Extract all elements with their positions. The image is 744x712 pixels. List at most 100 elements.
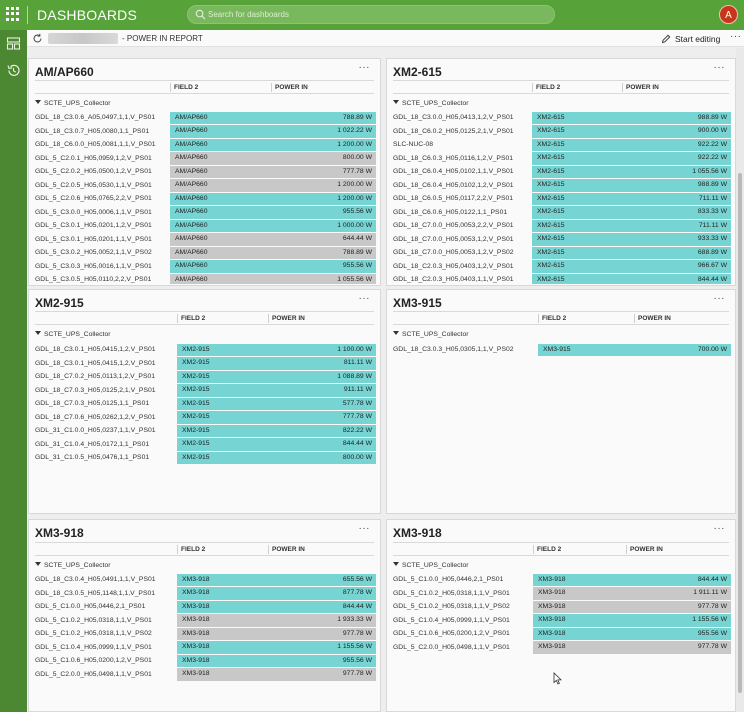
dashboard-icon[interactable] [6, 36, 21, 51]
column-header-field2[interactable]: FIELD 2 [536, 84, 561, 91]
table-row[interactable]: GDL_5_C2.0.0_H05,0498,1,1,V_PS01 XM3-918 9… [387, 641, 735, 655]
scrollbar-thumb[interactable] [738, 173, 742, 693]
table-row[interactable]: GDL_18_C2.0.3_H05,0403,1,2,V_PS01 XM2-615… [387, 260, 735, 274]
table-row[interactable]: GDL_18_C7.0.3_H05,0125,2,1,V_PS01 XM2-915… [29, 384, 380, 398]
tile-2[interactable]: XM2-915 ··· FIELD 2 POWER IN SCTE_UPS_Collec… [28, 289, 381, 514]
page-scrollbar[interactable] [736, 48, 744, 712]
refresh-icon[interactable] [32, 33, 43, 44]
tile-5[interactable]: XM3-918 ··· FIELD 2 POWER IN SCTE_UPS_Collec… [386, 519, 736, 712]
table-row[interactable]: GDL_5_C1.0.6_H05,0200,1,2,V_PS01 XM3-918 9… [387, 627, 735, 641]
table-row[interactable]: GDL_5_C3.0.1_H05,0201,1,1,V_PS01 AM/AP660… [29, 233, 380, 247]
table-row[interactable]: GDL_5_C3.0.3_H05,0016,1,1,V_PS01 AM/AP660… [29, 260, 380, 274]
group-row[interactable]: SCTE_UPS_Collector [393, 100, 468, 107]
table-row[interactable]: GDL_18_C6.0.5_H05,0117,2,2,V_PS01 XM2-615… [387, 192, 735, 206]
tile-more-icon[interactable]: ··· [713, 523, 725, 534]
group-row[interactable]: SCTE_UPS_Collector [35, 331, 110, 338]
table-row[interactable]: GDL_18_C6.0.6_H05,0122,1,1_PS01 XM2-615 83… [387, 206, 735, 220]
tile-4[interactable]: XM3-918 ··· FIELD 2 POWER IN SCTE_UPS_Collec… [28, 519, 381, 712]
row-label: GDL_5_C2.0.1_H05,0959,1,2,V_PS01 [35, 154, 152, 162]
table-row[interactable]: GDL_18_C3.0.6_A05,0497,1,1,V_PS01 AM/AP66… [29, 111, 380, 125]
collapse-triangle-icon[interactable] [393, 562, 399, 566]
table-row[interactable]: GDL_18_C3.0.0_H05,0413,1,2,V_PS01 XM2-615… [387, 111, 735, 125]
group-row[interactable]: SCTE_UPS_Collector [393, 562, 468, 569]
app-title[interactable]: DASHBOARDS [37, 7, 138, 23]
table-row[interactable]: GDL_5_C1.0.4_H05,0999,1,1,V_PS01 XM3-918 1… [387, 614, 735, 628]
tile-more-icon[interactable]: ··· [713, 293, 725, 304]
table-row[interactable]: GDL_18_C7.0.0_H05,0053,2,2,V_PS01 XM2-615… [387, 219, 735, 233]
group-row[interactable]: SCTE_UPS_Collector [35, 562, 110, 569]
table-row[interactable]: GDL_5_C2.0.6_H05,0765,2,2,V_PS01 AM/AP660… [29, 192, 380, 206]
collapse-triangle-icon[interactable] [393, 331, 399, 335]
table-row[interactable]: GDL_5_C3.0.2_H05,0052,1,1,V_PS02 AM/AP660… [29, 246, 380, 260]
table-row[interactable]: GDL_18_C7.0.0_H05,0053,1,2,V_PS01 XM2-615… [387, 233, 735, 247]
start-editing-button[interactable]: Start editing [661, 32, 720, 45]
table-row[interactable]: GDL_18_C3.0.3_H05,0305,1,1,V_PS02 XM3-915… [387, 343, 735, 357]
collapse-triangle-icon[interactable] [35, 100, 41, 104]
column-header-field2[interactable]: FIELD 2 [181, 546, 206, 553]
table-row[interactable]: GDL_5_C2.0.2_H05,0500,1,2,V_PS01 AM/AP660… [29, 165, 380, 179]
table-row[interactable]: GDL_5_C1.0.0_H05,0446,2,1_PS01 XM3-918 844… [29, 600, 380, 614]
column-header-field2[interactable]: FIELD 2 [542, 315, 567, 322]
table-row[interactable]: GDL_5_C2.0.1_H05,0959,1,2,V_PS01 AM/AP660… [29, 152, 380, 166]
table-row[interactable]: GDL_18_C3.0.1_H05,0415,1,2,V_PS01 XM2-915… [29, 343, 380, 357]
column-header-field2[interactable]: FIELD 2 [537, 546, 562, 553]
tile-0[interactable]: AM/AP660 ··· FIELD 2 POWER IN SCTE_UPS_Colle… [28, 58, 381, 286]
tile-3[interactable]: XM3-915 ··· FIELD 2 POWER IN SCTE_UPS_Collec… [386, 289, 736, 514]
table-row[interactable]: GDL_18_C7.0.0_H05,0053,1,2,V_PS02 XM2-615… [387, 246, 735, 260]
search-box[interactable] [187, 5, 555, 24]
table-row[interactable]: GDL_5_C1.0.2_H05,0318,1,1,V_PS01 XM3-918 1… [387, 587, 735, 601]
column-header-power-in[interactable]: POWER IN [638, 315, 671, 322]
collapse-triangle-icon[interactable] [35, 331, 41, 335]
table-row[interactable]: GDL_31_C1.0.0_H05,0237,1,1,V_PS01 XM2-915… [29, 424, 380, 438]
column-header-field2[interactable]: FIELD 2 [181, 315, 206, 322]
column-header-field2[interactable]: FIELD 2 [174, 84, 199, 91]
tile-more-icon[interactable]: ··· [713, 62, 725, 73]
group-row[interactable]: SCTE_UPS_Collector [393, 331, 468, 338]
table-row[interactable]: GDL_31_C1.0.5_H05,0476,1,1_PS01 XM2-915 80… [29, 451, 380, 465]
table-row[interactable]: GDL_18_C6.0.0_H05,0081,1,1,V_PS01 AM/AP66… [29, 138, 380, 152]
table-row[interactable]: GDL_18_C7.0.3_H05,0125,1,1_PS01 XM2-915 57… [29, 397, 380, 411]
tile-1[interactable]: XM2-615 ··· FIELD 2 POWER IN SCTE_UPS_Collec… [386, 58, 736, 286]
avatar[interactable]: A [719, 5, 738, 24]
table-row[interactable]: GDL_5_C3.0.5_H05,0110,2,2,V_PS01 AM/AP660… [29, 273, 380, 284]
table-row[interactable]: GDL_18_C6.0.4_H05,0102,1,1,V_PS01 XM2-615… [387, 165, 735, 179]
tile-more-icon[interactable]: ··· [358, 62, 370, 73]
table-row[interactable]: GDL_5_C1.0.4_H05,0999,1,1,V_PS01 XM3-918 1… [29, 641, 380, 655]
table-row[interactable]: GDL_18_C3.0.1_H05,0415,1,2,V_PS01 XM2-915… [29, 357, 380, 371]
table-row[interactable]: GDL_5_C1.0.2_H05,0318,1,1,V_PS02 XM3-918 9… [29, 627, 380, 641]
command-more-icon[interactable]: ··· [730, 31, 742, 42]
table-row[interactable]: GDL_18_C2.0.3_H05,0403,1,1,V_PS01 XM2-615… [387, 273, 735, 284]
column-header-power-in[interactable]: POWER IN [630, 546, 663, 553]
history-icon[interactable] [6, 63, 21, 78]
collapse-triangle-icon[interactable] [35, 562, 41, 566]
search-input[interactable] [208, 7, 538, 22]
table-row[interactable]: GDL_18_C6.0.2_H05,0125,2,1,V_PS01 XM2-615… [387, 125, 735, 139]
table-row[interactable]: GDL_5_C1.0.0_H05,0446,2,1_PS01 XM3-918 844… [387, 573, 735, 587]
table-row[interactable]: GDL_5_C1.0.2_H05,0318,1,1,V_PS01 XM3-918 1… [29, 614, 380, 628]
table-row[interactable]: SLC-NUC-08 XM2-615 922.22 W [387, 138, 735, 152]
tile-more-icon[interactable]: ··· [358, 523, 370, 534]
table-row[interactable]: GDL_5_C2.0.0_H05,0498,1,1,V_PS01 XM3-918 9… [29, 668, 380, 682]
table-row[interactable]: GDL_5_C1.0.2_H05,0318,1,1,V_PS02 XM3-918 9… [387, 600, 735, 614]
column-header-power-in[interactable]: POWER IN [272, 546, 305, 553]
column-header-power-in[interactable]: POWER IN [626, 84, 659, 91]
table-row[interactable]: GDL_18_C3.0.5_H05,1148,1,1,V_PS01 XM3-918… [29, 587, 380, 601]
table-row[interactable]: GDL_5_C3.0.0_H05,0006,1,1,V_PS01 AM/AP660… [29, 206, 380, 220]
table-row[interactable]: GDL_18_C6.0.3_H05,0116,1,2,V_PS01 XM2-615… [387, 152, 735, 166]
table-row[interactable]: GDL_31_C1.0.4_H05,0172,1,1_PS01 XM2-915 84… [29, 438, 380, 452]
collapse-triangle-icon[interactable] [393, 100, 399, 104]
table-row[interactable]: GDL_5_C2.0.5_H05,0530,1,1,V_PS01 AM/AP660… [29, 179, 380, 193]
column-header-power-in[interactable]: POWER IN [272, 315, 305, 322]
table-row[interactable]: GDL_18_C7.0.2_H05,0113,1,2,V_PS01 XM2-915… [29, 370, 380, 384]
column-header-power-in[interactable]: POWER IN [275, 84, 308, 91]
table-row[interactable]: GDL_5_C3.0.1_H05,0201,1,2,V_PS01 AM/AP660… [29, 219, 380, 233]
table-row[interactable]: GDL_5_C1.0.6_H05,0200,1,2,V_PS01 XM3-918 9… [29, 654, 380, 668]
app-launcher-icon[interactable] [6, 7, 20, 21]
table-row[interactable]: GDL_18_C6.0.4_H05,0102,1,2,V_PS01 XM2-615… [387, 179, 735, 193]
group-row[interactable]: SCTE_UPS_Collector [35, 100, 110, 107]
table-row[interactable]: GDL_18_C7.0.6_H05,0262,1,2,V_PS01 XM2-915… [29, 411, 380, 425]
tile-more-icon[interactable]: ··· [358, 293, 370, 304]
field2-cell: AM/AP660 [170, 219, 271, 232]
table-row[interactable]: GDL_18_C3.0.4_H05,0491,1,1,V_PS01 XM3-918… [29, 573, 380, 587]
table-row[interactable]: GDL_18_C3.0.7_H05,0080,1,1_PS01 AM/AP660 1… [29, 125, 380, 139]
